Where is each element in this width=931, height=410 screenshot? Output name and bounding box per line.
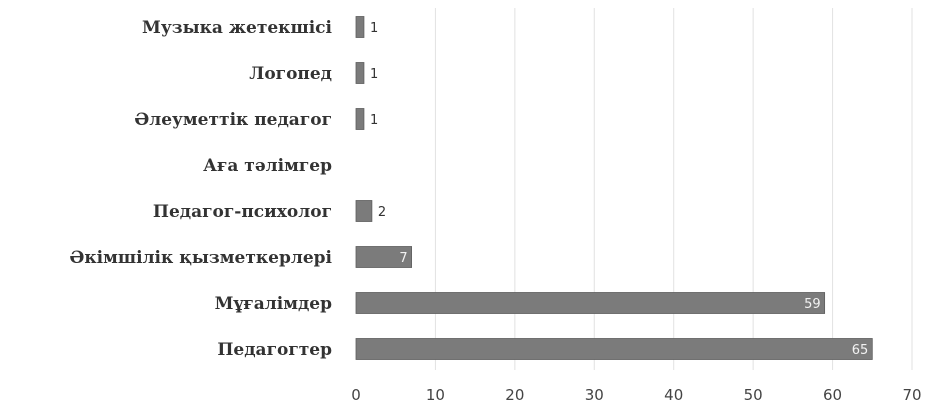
category-label-7: Педагогтер: [217, 340, 332, 360]
x-tick-label-0: 0: [351, 386, 361, 404]
bar-2: [355, 108, 365, 130]
data-label-5: 7: [399, 251, 407, 266]
bar-4: [355, 200, 373, 222]
category-label-3: Аға тәлімгер: [203, 156, 332, 176]
category-label-1: Логопед: [249, 64, 332, 84]
x-tick-label-60: 60: [823, 386, 842, 404]
bar-6: [355, 292, 826, 314]
tick-layer: 0 10 20 30 40 50 60 70: [351, 386, 921, 404]
grid-layer: [434, 8, 913, 370]
category-label-0: Музыка жетекшісі: [142, 18, 332, 38]
x-tick-label-70: 70: [902, 386, 921, 404]
bar-0: [355, 16, 365, 38]
data-label-4: 2: [378, 205, 386, 220]
category-label-5: Әкімшілік қызметкерлері: [70, 248, 333, 268]
data-label-7: 65: [852, 343, 869, 358]
label-layer: Музыка жетекшісі 1 Логопед 1 Әлеуметтік педа…: [70, 18, 869, 360]
x-tick-label-40: 40: [664, 386, 683, 404]
x-tick-label-50: 50: [744, 386, 763, 404]
bar-5: [355, 246, 412, 268]
x-tick-label-30: 30: [585, 386, 604, 404]
category-label-2: Әлеуметтік педагог: [134, 110, 332, 130]
x-tick-label-20: 20: [505, 386, 524, 404]
category-label-4: Педагог-психолог: [153, 202, 332, 222]
bar-1: [355, 62, 365, 84]
category-label-6: Мұғалімдер: [215, 294, 332, 314]
data-label-6: 59: [804, 297, 821, 312]
data-label-1: 1: [370, 67, 378, 82]
data-label-0: 1: [370, 21, 378, 36]
bar-layer: [355, 16, 873, 360]
x-tick-label-10: 10: [426, 386, 445, 404]
bar-7: [355, 338, 873, 360]
data-label-2: 1: [370, 113, 378, 128]
